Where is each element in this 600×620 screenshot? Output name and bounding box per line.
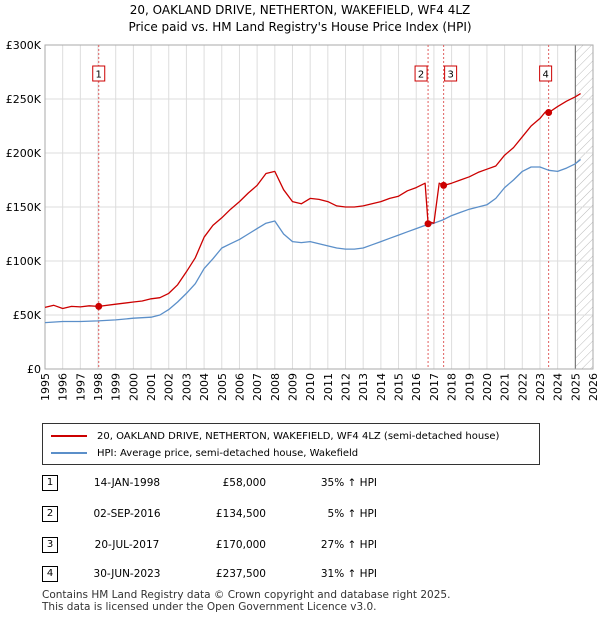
chart-title: 20, OAKLAND DRIVE, NETHERTON, WAKEFIELD,… <box>129 3 471 17</box>
x-tick-label: 2009 <box>286 373 299 401</box>
sale-date: 14-JAN-1998 <box>93 477 161 489</box>
sale-label-number: 1 <box>96 70 102 81</box>
sale-point <box>424 220 432 228</box>
legend-label-property: 20, OAKLAND DRIVE, NETHERTON, WAKEFIELD,… <box>97 430 500 442</box>
legend: 20, OAKLAND DRIVE, NETHERTON, WAKEFIELD,… <box>42 423 540 465</box>
x-tick-label: 2003 <box>180 373 193 401</box>
x-tick-label: 2015 <box>393 373 406 401</box>
x-tick-label: 1999 <box>110 373 123 401</box>
x-tick-label: 2005 <box>216 373 229 401</box>
sale-hpi-diff: 31% ↑ HPI <box>320 568 377 580</box>
legend-item-hpi: HPI: Average price, semi-detached house,… <box>51 446 358 460</box>
x-tick-label: 2019 <box>463 373 476 401</box>
sale-hpi-diff: 27% ↑ HPI <box>320 539 377 551</box>
chart-subtitle: Price paid vs. HM Land Registry's House … <box>128 20 472 34</box>
x-tick-label: 2016 <box>410 373 423 401</box>
sale-number-badge: 3 <box>42 537 58 553</box>
y-tick-label: £300K <box>6 39 42 52</box>
sale-row: 2 02-SEP-2016 £134,500 5% ↑ HPI <box>42 506 562 522</box>
sale-row: 3 20-JUL-2017 £170,000 27% ↑ HPI <box>42 537 562 553</box>
sale-label-number: 4 <box>542 70 548 81</box>
sale-number-badge: 2 <box>42 506 58 522</box>
series-line-hpi <box>44 158 582 324</box>
sale-hpi-diff: 35% ↑ HPI <box>320 477 377 489</box>
sale-point <box>95 302 103 310</box>
sale-point <box>440 181 448 189</box>
sale-point <box>545 109 553 116</box>
plot-border <box>44 44 594 370</box>
footer-licence: This data is licensed under the Open Gov… <box>42 601 377 613</box>
x-tick-label: 2010 <box>304 373 317 401</box>
sale-hpi-diff: 5% ↑ HPI <box>327 508 377 520</box>
sale-label-box <box>92 65 106 82</box>
series-line-property <box>44 93 581 310</box>
x-tick-label: 2008 <box>269 373 282 401</box>
x-tick-label: 2011 <box>322 373 335 401</box>
x-tick-label: 2002 <box>163 373 176 401</box>
legend-swatch-property <box>51 435 87 437</box>
sale-label-box <box>444 65 458 82</box>
x-tick-label: 2013 <box>357 373 370 401</box>
sale-date: 30-JUN-2023 <box>93 568 161 580</box>
x-tick-label: 1998 <box>92 373 105 401</box>
x-tick-label: 2023 <box>534 373 547 401</box>
price-chart: £0 £50K £100K £150K £200K £250K £300K 1995 1996 1… <box>6 39 600 401</box>
sale-label-number: 2 <box>418 70 424 81</box>
sale-number-badge: 1 <box>42 475 58 491</box>
sale-number-badge: 4 <box>42 566 58 582</box>
x-tick-label: 2021 <box>499 373 512 401</box>
sale-label-number: 3 <box>447 70 453 81</box>
x-tick-label: 2012 <box>340 373 353 401</box>
legend-swatch-hpi <box>51 452 87 454</box>
y-tick-label: £200K <box>6 147 42 160</box>
y-tick-label: £250K <box>6 93 42 106</box>
x-tick-label: 1997 <box>74 373 87 401</box>
x-tick-label: 2004 <box>198 373 211 401</box>
footer-copyright: Contains HM Land Registry data © Crown c… <box>42 589 451 601</box>
sale-row: 1 14-JAN-1998 £58,000 35% ↑ HPI <box>42 475 562 491</box>
y-tick-label: £100K <box>6 255 42 268</box>
x-tick-label: 2025 <box>569 373 582 401</box>
sale-date: 20-JUL-2017 <box>94 539 160 551</box>
x-tick-label: 2017 <box>428 373 441 401</box>
y-tick-label: £50K <box>13 309 42 322</box>
legend-item-property: 20, OAKLAND DRIVE, NETHERTON, WAKEFIELD,… <box>51 429 499 443</box>
x-tick-label: 2020 <box>481 373 494 401</box>
x-tick-label: 1995 <box>39 373 52 401</box>
legend-label-hpi: HPI: Average price, semi-detached house,… <box>97 447 359 459</box>
x-tick-label: 2000 <box>127 373 140 401</box>
x-tick-label: 2026 <box>587 373 600 401</box>
sale-price: £170,000 <box>215 539 266 551</box>
sale-price: £58,000 <box>222 477 266 489</box>
x-tick-label: 2001 <box>145 373 158 401</box>
x-tick-label: 2024 <box>552 373 565 401</box>
sale-label-box <box>414 65 428 82</box>
x-tick-label: 2022 <box>516 373 529 401</box>
sale-label-box <box>539 65 553 82</box>
x-tick-label: 1996 <box>57 373 70 401</box>
y-tick-label: £0 <box>27 363 41 376</box>
sale-price: £237,500 <box>215 568 266 580</box>
sale-date: 02-SEP-2016 <box>93 508 161 520</box>
x-tick-label: 2014 <box>375 373 388 401</box>
x-tick-label: 2018 <box>446 373 459 401</box>
sale-price: £134,500 <box>215 508 266 520</box>
sale-row: 4 30-JUN-2023 £237,500 31% ↑ HPI <box>42 566 562 582</box>
x-tick-label: 2007 <box>251 373 264 401</box>
y-tick-label: £150K <box>6 201 42 214</box>
x-tick-label: 2006 <box>233 373 246 401</box>
